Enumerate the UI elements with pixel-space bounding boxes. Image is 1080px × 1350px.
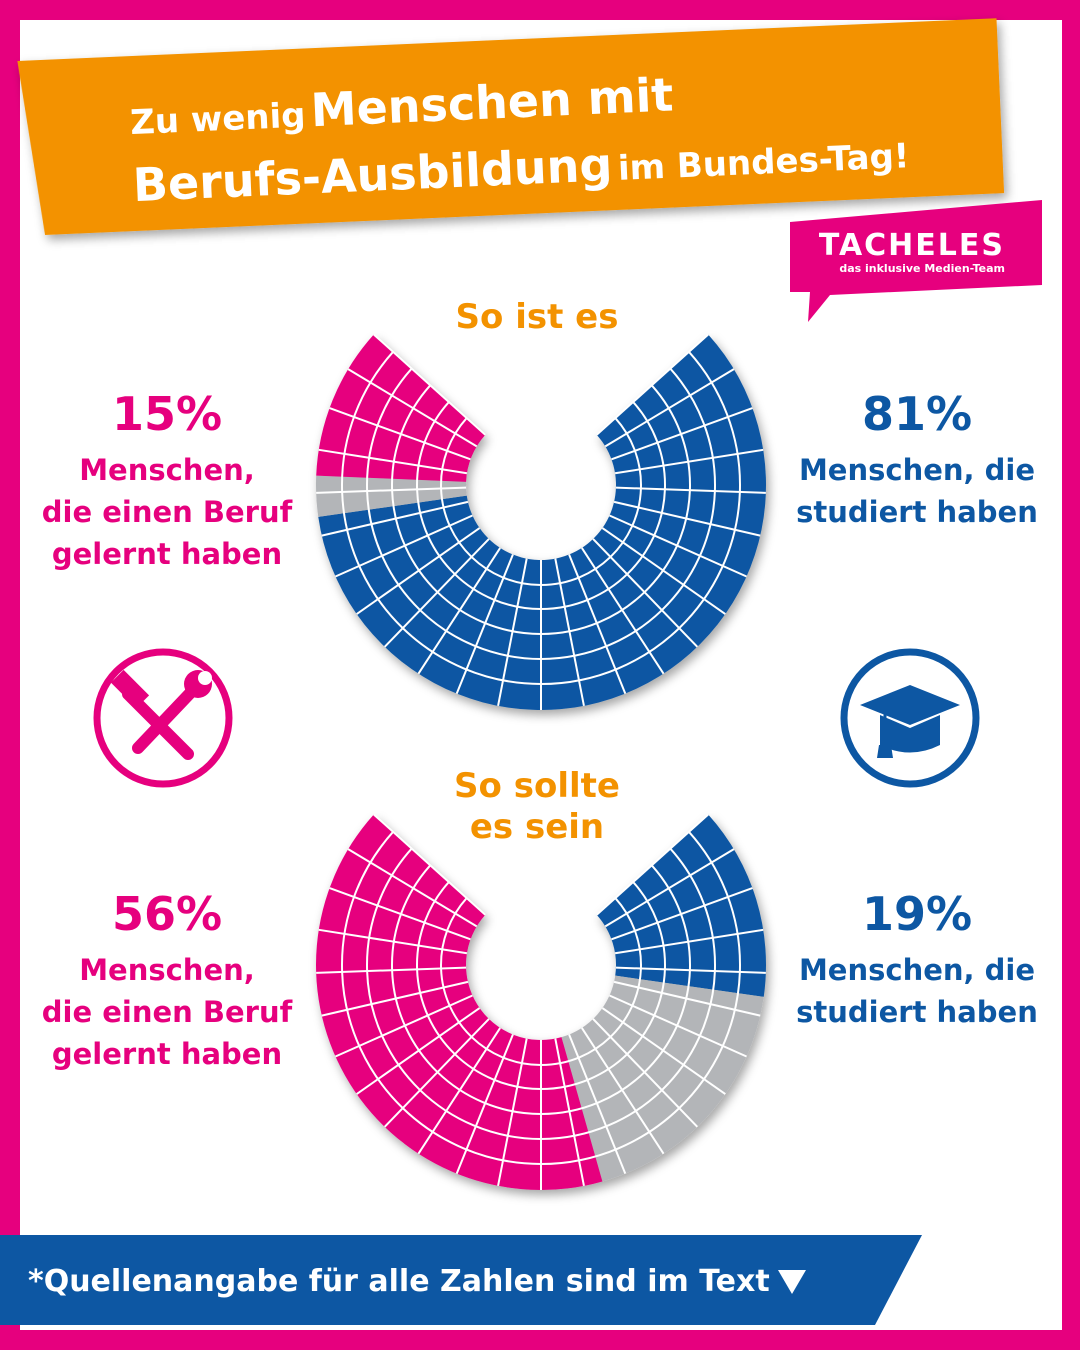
logo: TACHELES das inklusive Medien-Team [790, 200, 1042, 322]
logo-name: TACHELES [819, 228, 1005, 263]
radial-line [373, 813, 486, 916]
radial-line [497, 1038, 528, 1187]
footer-text: *Quellenangabe für alle Zahlen sind im T… [28, 1264, 770, 1299]
radial-line [613, 980, 761, 1017]
chart-title: So ist es [456, 297, 619, 337]
radial-line [417, 1027, 501, 1155]
title-part: Zu wenig [129, 96, 306, 144]
slice [316, 475, 467, 517]
radial-line [609, 514, 747, 578]
radial-line [455, 1034, 514, 1174]
radial-line [383, 538, 490, 648]
radial-line [604, 848, 735, 928]
radial-line [611, 887, 753, 941]
radial-line [581, 547, 665, 675]
radial-line [497, 558, 528, 707]
radial-line [329, 887, 471, 941]
value-label: 15% [112, 387, 222, 441]
radial-line [329, 407, 471, 461]
radial-line [347, 848, 478, 928]
radial-line [455, 554, 514, 694]
radial-line [615, 486, 766, 494]
slice [316, 334, 486, 482]
radial-line [614, 448, 764, 475]
tools-icon [93, 648, 233, 788]
category-label: Menschen, die einen Beruf gelernt haben [42, 453, 293, 571]
footer: *Quellenangabe für alle Zahlen sind im T… [0, 1235, 922, 1325]
radial-line [335, 514, 473, 578]
radial-line [383, 1018, 490, 1128]
category-label: Menschen, die studiert haben [796, 953, 1038, 1029]
radial-line [613, 500, 761, 537]
slice-grid [316, 333, 766, 710]
radial-line [417, 547, 501, 675]
radial-line [321, 500, 469, 537]
logo-tagline: das inklusive Medien-Team [839, 262, 1005, 275]
radial-line [568, 1034, 627, 1174]
value-label: 19% [862, 887, 972, 941]
radial-line [611, 407, 753, 461]
radial-line [596, 333, 709, 436]
radial-line [554, 558, 585, 707]
radial-line [318, 928, 468, 955]
radial-line [321, 980, 469, 1017]
radial-line [615, 966, 766, 974]
radial-line [596, 813, 709, 916]
slice-grid [316, 813, 766, 1190]
radial-line [554, 1038, 585, 1187]
radial-line [592, 538, 699, 648]
radial-line [356, 1007, 481, 1095]
value-label: 81% [862, 387, 972, 441]
radial-line [581, 1027, 665, 1155]
category-label: Menschen, die einen Beruf gelernt haben [42, 953, 293, 1071]
banner: Zu wenig Menschen mit Berufs-Ausbildung … [17, 18, 1005, 235]
radial-line [592, 1018, 699, 1128]
category-label: Menschen, die studiert haben [796, 453, 1038, 529]
radial-line [335, 994, 473, 1058]
slice [561, 975, 764, 1182]
graduation-icon [840, 648, 980, 788]
radial-line [373, 333, 486, 436]
radial-line [316, 486, 467, 494]
radial-line [604, 368, 735, 448]
radial-line [614, 928, 764, 955]
radial-line [568, 554, 627, 694]
radial-line [609, 994, 747, 1058]
radial-line [316, 966, 467, 974]
radial-line [318, 448, 468, 475]
radial-line [356, 527, 481, 615]
radial-line [601, 1007, 726, 1095]
chart-title: So sollte es sein [454, 766, 620, 847]
radial-line [347, 368, 478, 448]
slice [596, 814, 766, 997]
value-label: 56% [112, 887, 222, 941]
radial-line [601, 527, 726, 615]
